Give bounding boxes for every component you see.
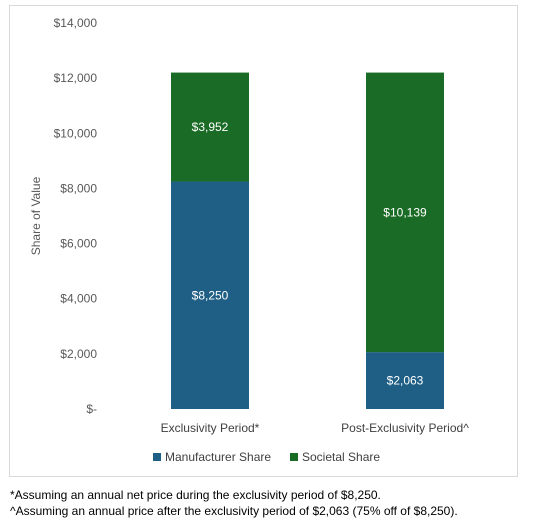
y-tick-label: $6,000 bbox=[60, 237, 97, 251]
footnote-exclusivity: *Assuming an annual net price during the… bbox=[10, 488, 381, 502]
bar-segment bbox=[171, 72, 249, 182]
legend-label: Societal Share bbox=[302, 450, 380, 464]
y-tick-label: $- bbox=[86, 402, 97, 416]
data-label: $10,139 bbox=[383, 205, 427, 219]
footnote-post-exclusivity: ^Assuming an annual price after the excl… bbox=[10, 504, 458, 518]
y-tick-label: $2,000 bbox=[60, 347, 97, 361]
bars: $8,250 $3,952 $2,063 $10,139 bbox=[171, 72, 444, 409]
y-tick-label: $10,000 bbox=[54, 126, 98, 140]
y-tick-label: $14,000 bbox=[54, 16, 98, 30]
legend-label: Manufacturer Share bbox=[165, 450, 271, 464]
y-axis-title: Share of Value bbox=[29, 176, 43, 255]
bar-segment bbox=[171, 181, 249, 409]
chart-area: Share of Value $- $2,000 $4,000 $6,000 $8,00… bbox=[9, 5, 518, 477]
category-label: Post-Exclusivity Period^ bbox=[341, 421, 469, 435]
legend-swatch bbox=[290, 453, 298, 461]
legend: Manufacturer Share Societal Share bbox=[153, 450, 380, 464]
y-tick-label: $12,000 bbox=[54, 71, 98, 85]
stacked-bar-chart: Share of Value $- $2,000 $4,000 $6,000 $8,00… bbox=[29, 16, 470, 464]
x-axis-categories: Exclusivity Period* Post-Exclusivity Peri… bbox=[161, 421, 470, 435]
y-tick-label: $4,000 bbox=[60, 292, 97, 306]
bar-segment bbox=[366, 72, 444, 353]
category-label: Exclusivity Period* bbox=[161, 421, 260, 435]
bar-segment bbox=[366, 352, 444, 409]
y-axis-ticks: $- $2,000 $4,000 $6,000 $8,000 $10,000 $12,000… bbox=[54, 16, 98, 416]
data-label: $3,952 bbox=[192, 120, 229, 134]
data-label: $2,063 bbox=[387, 374, 424, 388]
y-tick-label: $8,000 bbox=[60, 181, 97, 195]
data-label: $8,250 bbox=[192, 288, 229, 302]
legend-swatch bbox=[153, 453, 161, 461]
